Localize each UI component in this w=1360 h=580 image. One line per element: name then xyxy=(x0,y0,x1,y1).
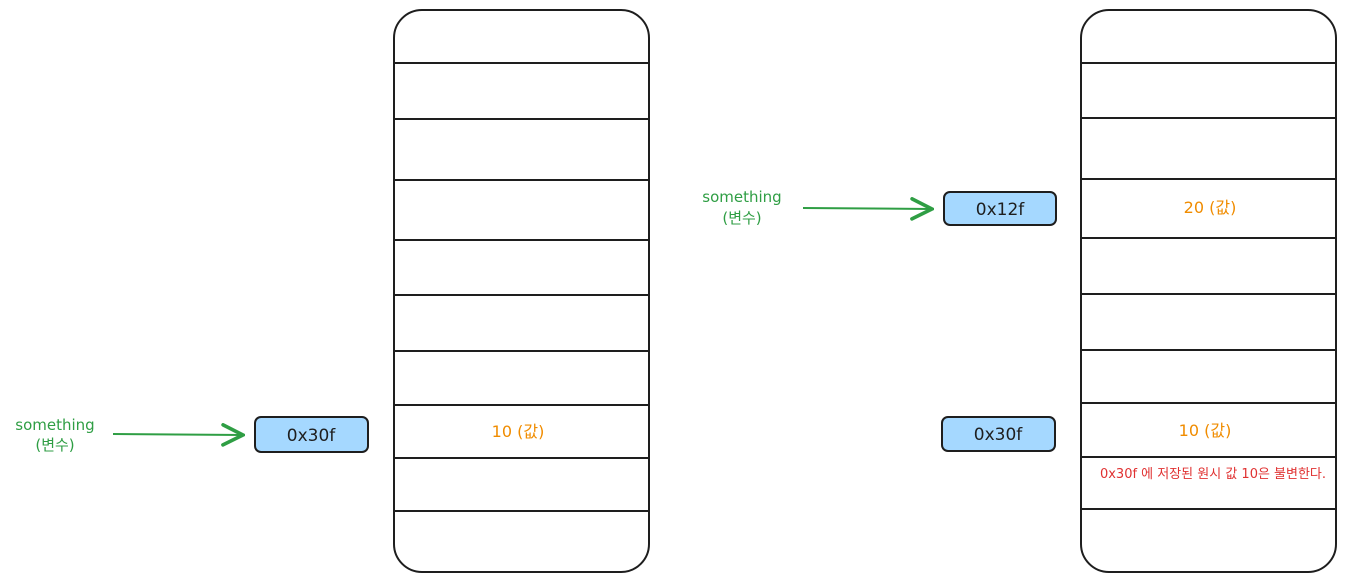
immutability-note: 0x30f 에 저장된 원시 값 10은 불변한다. xyxy=(1100,467,1326,482)
left-arrow xyxy=(112,434,243,435)
memory-block-left xyxy=(393,9,650,573)
left-var-kind: (변수) xyxy=(35,436,74,454)
right-address-box-old xyxy=(941,416,1056,452)
right-var-name: something xyxy=(702,188,781,206)
left-address-box xyxy=(254,416,369,453)
left-address-text: 0x30f xyxy=(287,426,337,446)
right-arrow xyxy=(802,208,932,209)
right-address-box-new xyxy=(943,191,1057,226)
right-cell-value-old: 10 (값) xyxy=(1179,421,1232,440)
left-var-name: something xyxy=(15,416,94,434)
right-var-kind: (변수) xyxy=(722,209,761,227)
left-cell-value: 10 (값) xyxy=(492,422,545,441)
memory-block-right xyxy=(1080,9,1337,573)
right-cell-value-new: 20 (값) xyxy=(1184,198,1237,217)
right-address-new-text: 0x12f xyxy=(976,200,1026,220)
right-address-old-text: 0x30f xyxy=(974,425,1024,445)
